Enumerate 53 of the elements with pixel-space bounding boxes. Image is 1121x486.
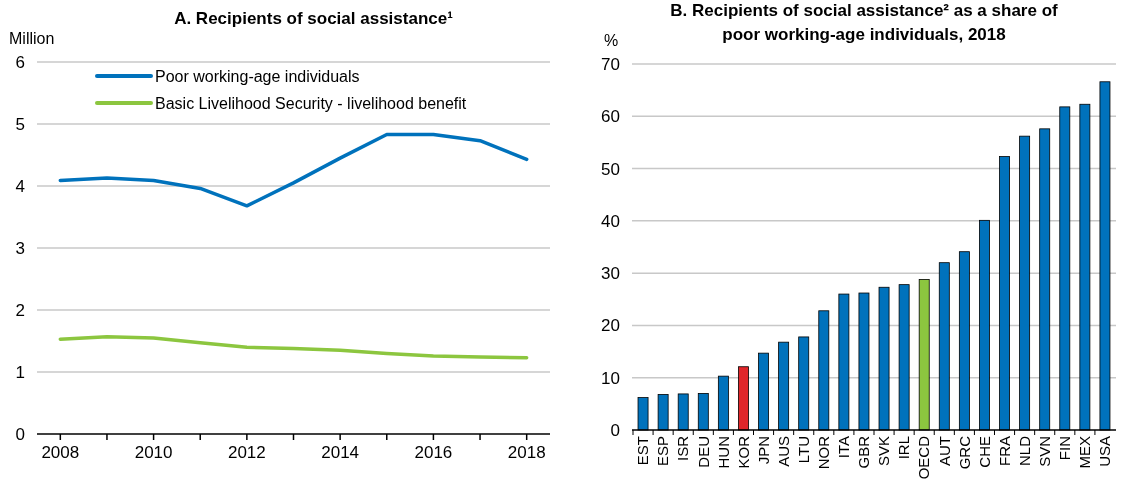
y-tick-label: 10: [601, 368, 620, 388]
x-tick-label: LTU: [794, 436, 812, 464]
y-tick-label: 50: [601, 159, 620, 179]
y-tick-label: 0: [15, 424, 25, 444]
chart-title: B. Recipients of social assistance² as a share of poor working-age individuals, 2018: [670, 1, 1059, 44]
y-tick-label: 30: [601, 264, 620, 284]
x-tick-label: AUS: [774, 436, 792, 467]
legend-label: Poor working-age individuals: [155, 67, 360, 85]
x-tick-label: GRC: [955, 435, 973, 470]
y-tick-label: 1: [15, 362, 25, 382]
x-tick-label: AUT: [935, 436, 953, 466]
y-tick-label: 60: [601, 107, 620, 127]
line-series: [58, 334, 529, 360]
y-tick-label: 20: [601, 316, 620, 336]
x-tick-label: SVN: [1035, 436, 1053, 467]
x-tick-label: 2018: [507, 443, 546, 462]
x-tick-label: IRL: [895, 436, 913, 460]
x-tick-label: CHE: [975, 436, 993, 468]
y-axis-title: %: [604, 32, 619, 49]
y-tick-label: 0: [610, 420, 620, 440]
x-tick-label: HUN: [714, 436, 732, 469]
x-tick-label: EST: [634, 436, 652, 466]
y-tick-label: 3: [15, 238, 25, 258]
legend-label: Basic Livelihood Security - livelihood benefit: [155, 94, 467, 112]
x-tick-label: 2014: [321, 443, 360, 462]
x-tick-label: MEX: [1076, 436, 1094, 469]
line-series: [58, 132, 529, 208]
x-tick-label: NOR: [815, 435, 833, 470]
x-tick-label: NLD: [1015, 435, 1033, 467]
chart-title: A. Recipients of social assistance¹: [174, 9, 454, 28]
x-tick-label: ISR: [674, 435, 692, 462]
y-tick-label: 70: [601, 54, 620, 74]
y-tick-label: 5: [15, 114, 25, 134]
x-tick-label: GBR: [855, 435, 873, 469]
x-tick-label: ESP: [654, 436, 672, 467]
y-tick-label: 4: [15, 176, 25, 196]
x-tick-label: ITA: [835, 436, 853, 459]
x-tick-label: DEU: [694, 436, 712, 468]
x-tick-label: 2010: [134, 443, 173, 462]
x-tick-label: 2012: [227, 443, 266, 462]
x-tick-label: 2008: [41, 443, 80, 462]
y-axis-title: Million: [9, 30, 55, 47]
x-tick-label: FIN: [1056, 436, 1074, 461]
y-tick-label: 40: [601, 211, 620, 231]
x-tick-label: 2016: [414, 443, 453, 462]
x-tick-label: KOR: [734, 435, 752, 469]
y-tick-label: 2: [15, 300, 25, 320]
x-tick-label: FRA: [995, 436, 1013, 466]
x-tick-label: JPN: [754, 436, 772, 465]
x-tick-label: OECD: [915, 435, 933, 480]
x-tick-label: SVK: [875, 436, 893, 467]
x-tick-label: USA: [1096, 436, 1114, 467]
y-tick-label: 6: [15, 52, 25, 72]
